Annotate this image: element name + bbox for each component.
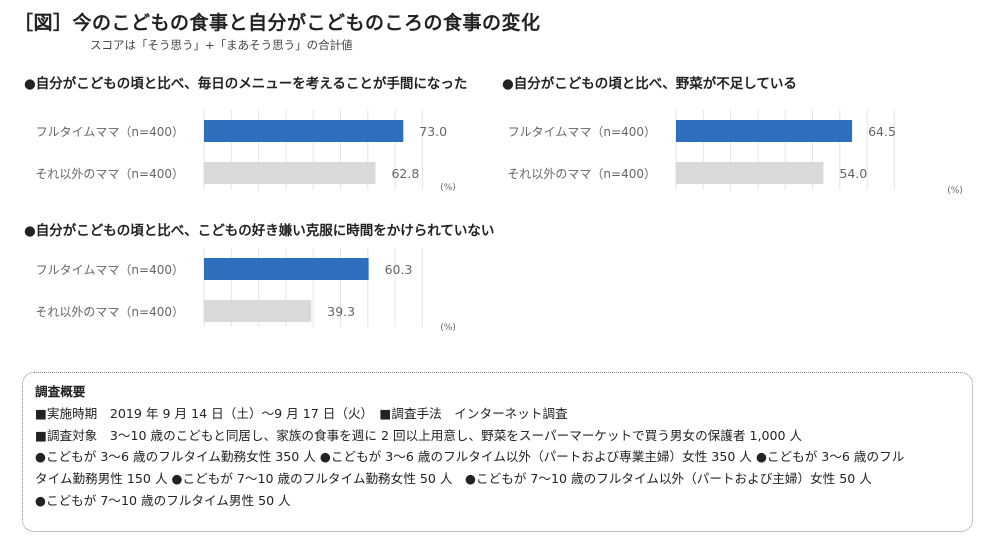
chart-1-category-label-1: フルタイムママ（n=400） (36, 125, 184, 139)
chart-2-value-label-1: 64.5 (868, 124, 896, 139)
chart-1-value-label-2: 62.8 (391, 166, 419, 181)
chart-2-unit-label: (%) (947, 186, 963, 196)
chart-3-value-label-2: 39.3 (327, 304, 355, 319)
chart-1-value-label-1: 73.0 (419, 124, 447, 139)
survey-overview: 調査概要 ■実施時期 2019 年 9 月 14 日（土）～9 月 17 日（火… (22, 372, 973, 532)
chart-3-unit-label: (%) (440, 323, 456, 333)
chart-2-category-label-2: それ以外のママ（n=400） (507, 167, 656, 181)
chart-2-category-label-1: フルタイムママ（n=400） (508, 125, 656, 139)
chart-1-bar-1 (204, 120, 404, 142)
survey-line-breakdown-3: ●こどもが 7～10 歳のフルタイム男性 50 人 (35, 492, 291, 508)
chart-1-bar-2 (204, 162, 376, 184)
chart-3-category-label-2: それ以外のママ（n=400） (35, 305, 184, 319)
chart-3-bar-1 (204, 258, 369, 280)
survey-line-breakdown-2: タイム勤務男性 150 人 ●こどもが 7～10 歳のフルタイム勤務女性 50 … (35, 471, 872, 487)
chart-1-category-label-2: それ以外のママ（n=400） (35, 167, 184, 181)
chart-3-value-label-1: 60.3 (385, 262, 413, 277)
chart-2-bar-2 (676, 162, 824, 184)
chart-1-unit-label: (%) (440, 183, 456, 193)
chart-2-heading: ●自分がこどもの頃と比べ、野菜が不足している (502, 76, 797, 92)
chart-3-bar-2 (204, 300, 312, 322)
chart-2-bar-1 (676, 120, 853, 142)
survey-line-target: ■調査対象 3～10 歳のこどもと同居し、家族の食事を週に 2 回以上用意し、野… (35, 427, 803, 443)
survey-title: 調査概要 (35, 384, 86, 399)
chart-1-heading: ●自分がこどもの頃と比べ、毎日のメニューを考えることが手間になった (24, 76, 468, 92)
chart-3-category-label-1: フルタイムママ（n=400） (36, 263, 184, 277)
page-title: ［図］今のこどもの食事と自分がこどものころの食事の変化 (14, 12, 541, 34)
chart-3-heading: ●自分がこどもの頃と比べ、こどもの好き嫌い克服に時間をかけられていない (24, 223, 495, 239)
chart-2-value-label-2: 54.0 (839, 166, 867, 181)
survey-line-breakdown-1: ●こどもが 3～6 歳のフルタイム勤務女性 350 人 ●こどもが 3～6 歳の… (35, 449, 905, 465)
page-subtitle: スコアは「そう思う」+「まあそう思う」の合計値 (90, 38, 353, 52)
survey-line-period-method: ■実施時期 2019 年 9 月 14 日（土）～9 月 17 日（火） ■調査… (35, 405, 568, 421)
